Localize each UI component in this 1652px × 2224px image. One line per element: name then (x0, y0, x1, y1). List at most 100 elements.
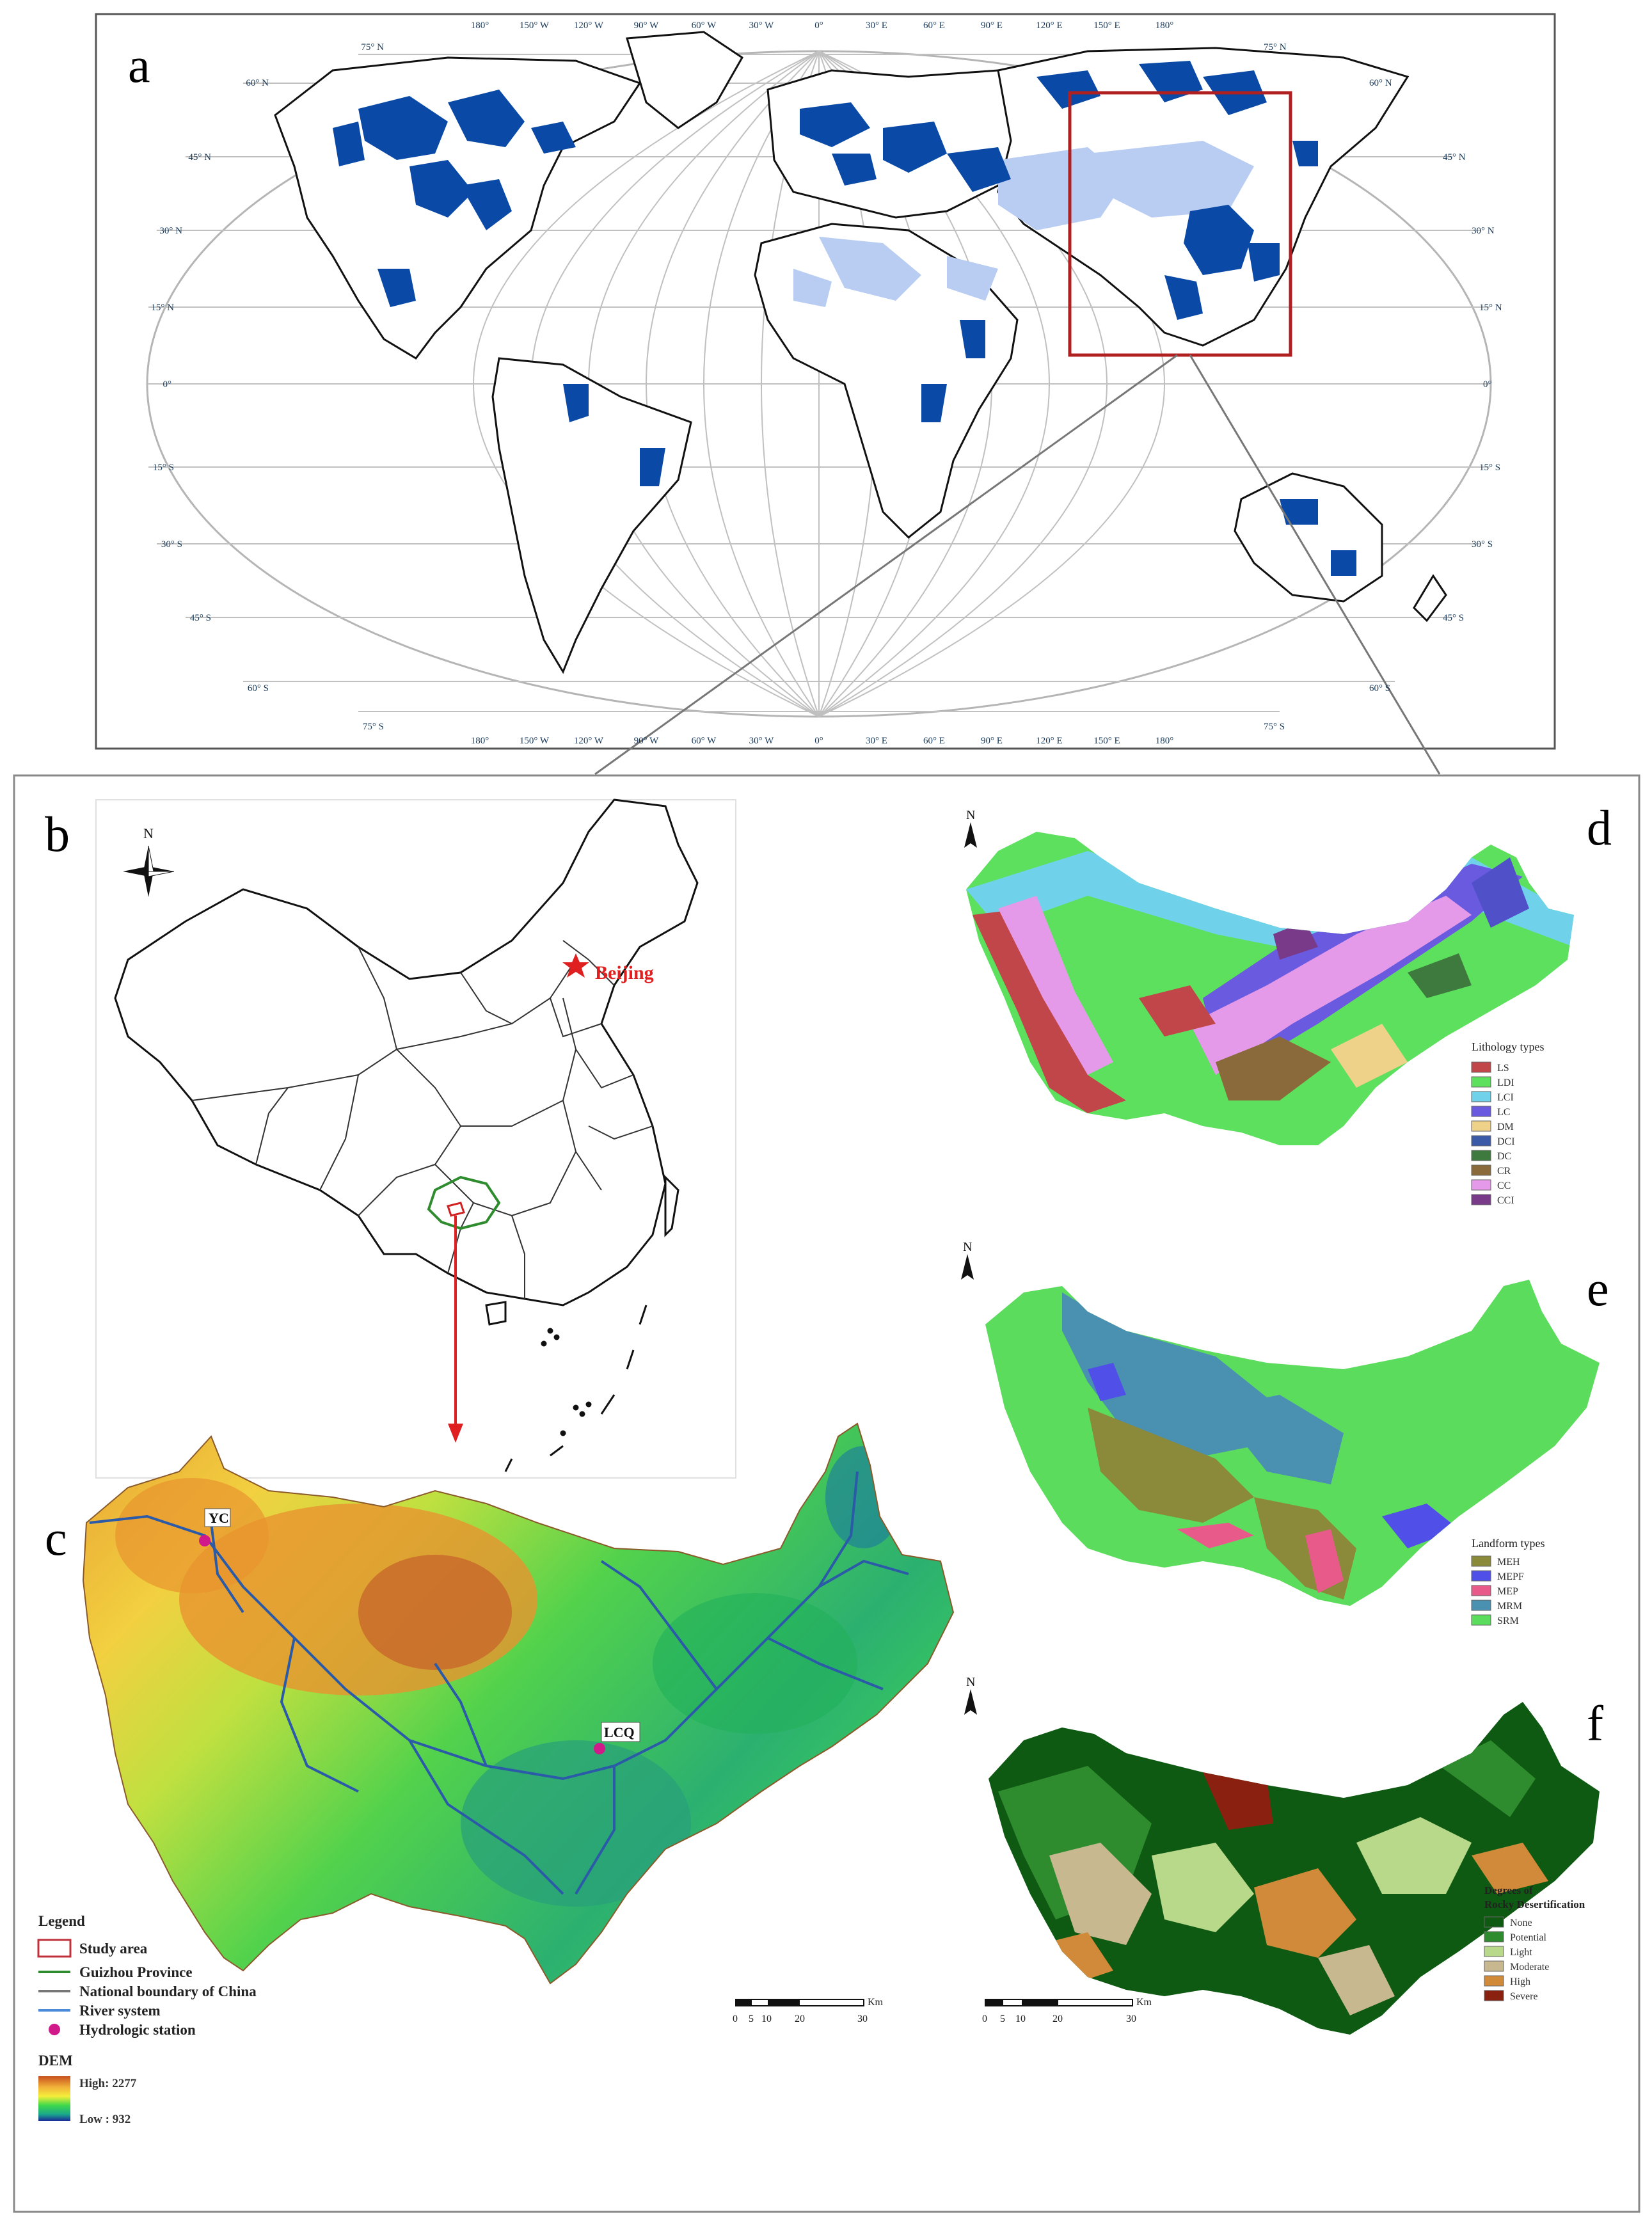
lithology-legend-label: LCI (1497, 1092, 1514, 1103)
scale-label: 30 (857, 2014, 868, 2024)
lon-label: 120° W (574, 736, 604, 746)
lat-labels-left: 75° N 60° N 45° N 30° N 15° N 0° 15° S 3… (151, 42, 384, 732)
study-region-highlight (1068, 91, 1292, 357)
lat-label: 45° N (1443, 152, 1466, 163)
landform-legend-label: MEH (1497, 1557, 1520, 1568)
legend-item-label: River system (79, 2003, 161, 2019)
lithology-legend-swatch (1471, 1164, 1491, 1176)
desertification-legend-swatch (1484, 1960, 1504, 1972)
scale-label: 20 (795, 2014, 805, 2024)
desertification-legend-label: Potential (1510, 1932, 1546, 1943)
landform-legend-label: MEP (1497, 1586, 1518, 1597)
lon-label: 60° W (692, 20, 717, 31)
new-zealand (1413, 574, 1447, 623)
lithology-legend-label: DM (1497, 1122, 1514, 1132)
lat-label: 30° N (159, 226, 182, 236)
desertification-legend-swatch (1484, 1946, 1504, 1957)
china-outline (114, 798, 699, 1307)
legend-item-label: Study area (79, 1941, 148, 1957)
lithology-legend-label: CR (1497, 1166, 1511, 1177)
lithology-legend-label: LC (1497, 1107, 1510, 1118)
lon-label: 0° (814, 736, 823, 746)
scale-label: 20 (1052, 2014, 1063, 2024)
landform-legend-swatch (1471, 1570, 1491, 1582)
legend-title: Rocky Desertification (1484, 1898, 1585, 1910)
desertification-legend-swatch (1484, 1975, 1504, 1987)
desertification-legend-swatch (1484, 1916, 1504, 1928)
lithology-legend-swatch (1471, 1135, 1491, 1147)
legend-item-label: Guizhou Province (79, 1964, 193, 1980)
lat-label: 15° N (151, 303, 174, 313)
beijing-label: Beijing (595, 962, 654, 983)
hydro-station-lcq (594, 1743, 605, 1754)
panel-a-letter: a (128, 37, 150, 93)
north-arrow-f (964, 1689, 977, 1715)
lon-label: 30° E (866, 736, 887, 746)
lon-labels-bottom: 180° 150° W 120° W 90° W 60° W 30° W 0° … (471, 736, 1174, 746)
lon-label: 30° W (749, 736, 774, 746)
legend-c: Legend Study area Guizhou Province Natio… (37, 1913, 257, 2126)
guizhou-province (427, 1175, 501, 1230)
lat-label: 75° N (361, 42, 384, 52)
lon-label: 150° W (520, 20, 550, 31)
panel-e-letter: e (1587, 1260, 1609, 1316)
panel-b-china-map: N (95, 798, 736, 1479)
lon-label: 120° W (574, 20, 604, 31)
lithology-legend-swatch (1471, 1106, 1491, 1117)
lat-label: 30° N (1472, 226, 1495, 236)
north-arrow-e (961, 1254, 974, 1280)
legend-d: Lithology types LS LDI LCI LC DM DCI DC CR CC CCI (1471, 1040, 1545, 1206)
lon-labels-top: 180° 150° W 120° W 90° W 60° W 30° W 0° … (471, 20, 1174, 31)
lat-label: 30° S (161, 539, 182, 550)
north-label-e: N (963, 1240, 972, 1254)
legend-item-label: Hydrologic station (79, 2022, 196, 2038)
lon-label: 90° W (634, 20, 659, 31)
lithology-legend-label: CC (1497, 1180, 1511, 1191)
karst-light-areas (793, 141, 1254, 307)
landform-legend-label: MRM (1497, 1601, 1522, 1612)
desertification-legend-swatch (1484, 1931, 1504, 1942)
station-label-lcq: LCQ (604, 1724, 635, 1740)
panel-a-world-map (95, 13, 1556, 775)
legend-title: Lithology types (1472, 1040, 1545, 1053)
scale-label: 10 (761, 2014, 772, 2024)
karst-carbonate-areas (333, 61, 1356, 576)
panel-d-lithology-map (966, 832, 1574, 1145)
lat-label: 45° N (188, 152, 211, 163)
north-label-b: N (143, 825, 154, 841)
lithology-legend-swatch (1471, 1091, 1491, 1102)
lon-label: 90° E (981, 736, 1003, 746)
panel-d-letter: d (1587, 800, 1612, 855)
lon-label: 120° E (1036, 736, 1062, 746)
lon-label: 150° E (1093, 20, 1120, 31)
greenland (626, 31, 743, 129)
landform-legend-swatch (1471, 1600, 1491, 1611)
lithology-legend-swatch (1471, 1061, 1491, 1073)
lat-label: 75° N (1264, 42, 1287, 52)
lon-label: 180° (1156, 736, 1174, 746)
lithology-legend-label: DCI (1497, 1136, 1515, 1147)
landform-legend-label: SRM (1497, 1616, 1519, 1626)
panel-c-dem-map (83, 1423, 954, 1984)
lat-label: 15° S (153, 463, 174, 473)
scale-unit: Km (868, 1997, 884, 2008)
legend-study-area-symbol (37, 1939, 72, 1958)
lat-label: 75° S (363, 722, 384, 732)
lon-label: 180° (1156, 20, 1174, 31)
dem-low-label: Low : 932 (79, 2113, 131, 2126)
lithology-legend-label: DC (1497, 1151, 1511, 1162)
lat-label: 15° N (1479, 303, 1502, 313)
lat-label: 60° S (248, 683, 269, 694)
lithology-legend-label: LDI (1497, 1077, 1514, 1088)
lon-label: 60° W (692, 736, 717, 746)
desertification-legend-label: None (1510, 1918, 1532, 1928)
lon-label: 180° (471, 20, 489, 31)
lithology-legend-swatch (1471, 1120, 1491, 1132)
panel-b-letter: b (45, 806, 70, 862)
lithology-legend-label: CCI (1497, 1195, 1514, 1206)
north-label-d: N (966, 808, 975, 822)
desertification-legend-swatch (1484, 1990, 1504, 2001)
lat-label: 60° N (1369, 78, 1392, 88)
landform-legend-swatch (1471, 1614, 1491, 1626)
